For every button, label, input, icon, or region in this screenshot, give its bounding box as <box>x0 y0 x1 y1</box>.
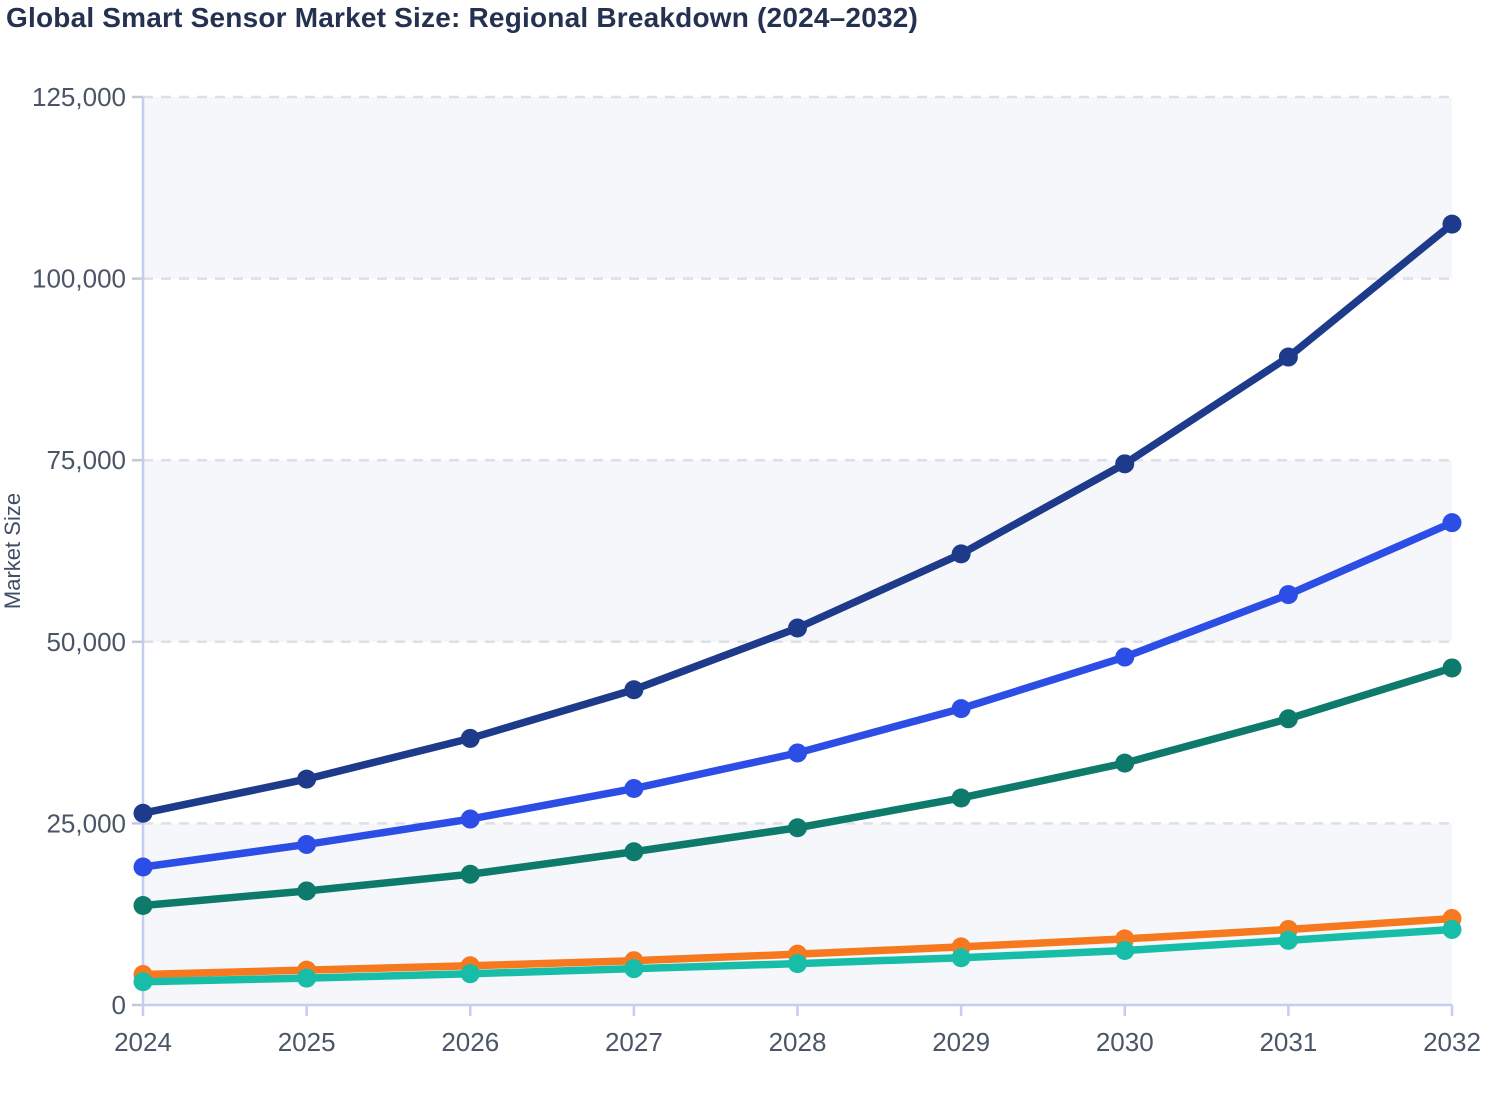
data-point-teal-2029 <box>951 948 971 968</box>
data-point-teal-2027 <box>624 959 644 979</box>
data-point-green-2030 <box>1115 753 1135 773</box>
data-point-navy-2025 <box>297 769 317 789</box>
x-tick-label: 2032 <box>1423 1027 1481 1057</box>
x-tick-label: 2027 <box>605 1027 663 1057</box>
data-point-green-2031 <box>1278 709 1298 729</box>
x-tick-label: 2031 <box>1259 1027 1317 1057</box>
data-point-navy-2030 <box>1115 454 1135 474</box>
data-point-teal-2025 <box>297 968 317 988</box>
data-point-navy-2028 <box>788 618 807 638</box>
y-tick-label: 25,000 <box>46 808 126 838</box>
data-point-blue-2032 <box>1442 513 1462 533</box>
plot-band <box>143 97 1452 279</box>
chart-title: Global Smart Sensor Market Size: Regiona… <box>6 2 919 33</box>
y-tick-label: 75,000 <box>46 445 126 475</box>
data-point-teal-2030 <box>1115 941 1135 961</box>
data-point-navy-2024 <box>133 803 153 823</box>
data-point-green-2028 <box>788 818 807 838</box>
data-point-green-2029 <box>951 788 971 808</box>
data-point-teal-2028 <box>788 954 807 974</box>
data-point-blue-2028 <box>788 743 807 763</box>
data-point-teal-2031 <box>1278 930 1298 950</box>
y-tick-label: 125,000 <box>32 82 126 112</box>
x-tick-label: 2029 <box>932 1027 990 1057</box>
data-point-teal-2026 <box>460 964 480 984</box>
data-point-blue-2026 <box>460 809 480 829</box>
plot-band <box>143 460 1452 642</box>
data-point-green-2025 <box>297 881 317 901</box>
data-point-navy-2032 <box>1442 214 1462 234</box>
data-point-teal-2032 <box>1442 919 1462 939</box>
data-point-blue-2029 <box>951 699 971 719</box>
data-point-green-2024 <box>133 895 153 915</box>
data-point-navy-2029 <box>951 544 971 564</box>
data-point-blue-2025 <box>297 834 317 854</box>
data-point-blue-2031 <box>1278 585 1298 605</box>
data-point-teal-2024 <box>133 972 153 992</box>
data-point-blue-2024 <box>133 857 153 877</box>
data-point-blue-2030 <box>1115 647 1135 667</box>
x-tick-label: 2030 <box>1096 1027 1154 1057</box>
x-tick-label: 2028 <box>769 1027 827 1057</box>
data-point-navy-2031 <box>1278 347 1298 367</box>
data-point-green-2027 <box>624 842 644 862</box>
data-point-green-2026 <box>460 864 480 884</box>
data-point-blue-2027 <box>624 779 644 799</box>
y-axis-title: Market Size <box>0 493 25 609</box>
x-tick-label: 2026 <box>441 1027 499 1057</box>
y-tick-label: 100,000 <box>32 264 126 294</box>
data-point-navy-2027 <box>624 680 644 700</box>
y-tick-label: 50,000 <box>46 627 126 657</box>
x-tick-label: 2024 <box>114 1027 172 1057</box>
data-point-green-2032 <box>1442 658 1462 678</box>
y-tick-label: 0 <box>112 990 126 1020</box>
data-point-navy-2026 <box>460 728 480 748</box>
x-tick-label: 2025 <box>278 1027 336 1057</box>
